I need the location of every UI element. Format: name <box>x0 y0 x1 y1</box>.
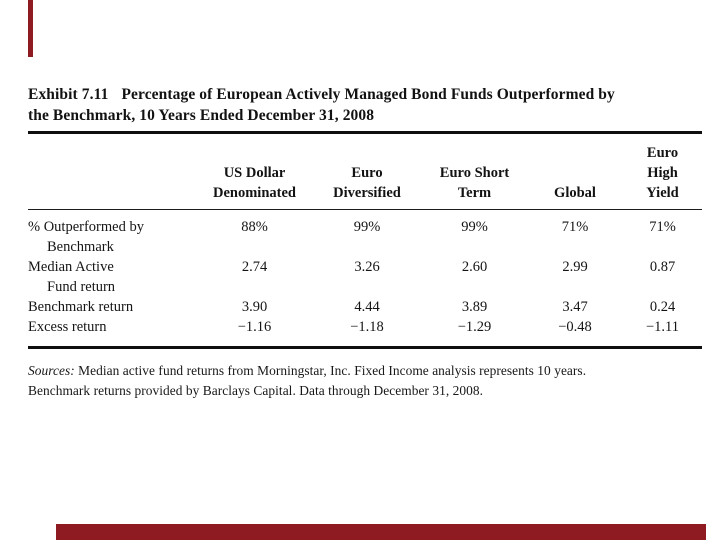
column-header-line: Yield <box>646 185 679 201</box>
sources-note: Sources: Median active fund returns from… <box>28 361 702 400</box>
cell-value: 88% <box>241 219 268 235</box>
row-label-excess-return: Excess return <box>28 319 107 335</box>
cell-value: 2.60 <box>461 259 488 275</box>
cell-value: 0.24 <box>649 299 676 315</box>
column-header-line: Global <box>554 185 596 201</box>
table-row-benchmark-return: Benchmark return 3.90 4.44 3.89 3.47 0.2… <box>28 297 702 317</box>
row-label-outperformed-by-benchmark: % Outperformed by Benchmark <box>28 219 144 255</box>
exhibit-title-line-1: Exhibit 7.11 Percentage of European Activ… <box>28 84 702 105</box>
exhibit-number: Exhibit 7.11 <box>28 86 109 103</box>
cell-value: 0.87 <box>649 259 676 275</box>
cell-value: −1.29 <box>457 319 492 335</box>
column-header-line: US Dollar <box>223 165 286 181</box>
header-row: US Dollar Denominated Euro Diversified E… <box>28 132 702 210</box>
row-label-median-active-fund-return: Median Active Fund return <box>28 259 116 295</box>
table-row-median-active: Median Active Fund return 2.74 3.26 2.60… <box>28 257 702 297</box>
column-header-line: Euro <box>646 145 679 161</box>
column-header-euro-diversified: Euro Diversified <box>312 132 422 210</box>
column-header-line: High <box>647 165 678 181</box>
row-label-benchmark-return: Benchmark return <box>28 299 134 315</box>
column-header-line: Diversified <box>333 185 401 201</box>
slide-accent-bottom-bar <box>56 524 706 540</box>
cell-value: 71% <box>649 219 676 235</box>
cell-value: 4.44 <box>354 299 380 315</box>
table-row-outperformed: % Outperformed by Benchmark 88% 99% 99% … <box>28 210 702 258</box>
exhibit-title: Exhibit 7.11 Percentage of European Activ… <box>28 84 702 126</box>
cell-value: 2.74 <box>241 259 268 275</box>
cell-value: 71% <box>561 219 589 235</box>
cell-value: 3.47 <box>562 299 588 315</box>
column-header-line: Euro <box>351 165 383 181</box>
column-header-us-dollar-denominated: US Dollar Denominated <box>197 132 312 210</box>
cell-value: 3.89 <box>461 299 488 315</box>
column-header-global: Global <box>527 132 623 210</box>
exhibit-scan: Exhibit 7.11 Percentage of European Activ… <box>28 84 702 400</box>
sources-line-1: Median active fund returns from Mornings… <box>78 363 587 378</box>
column-header-euro-high-yield: Euro High Yield <box>623 132 702 210</box>
sources-line-2: Benchmark returns provided by Barclays C… <box>28 382 484 398</box>
cell-value: −0.48 <box>558 319 592 335</box>
exhibit-table: US Dollar Denominated Euro Diversified E… <box>28 131 702 349</box>
cell-value: −1.18 <box>350 319 384 335</box>
column-header-line: Term <box>457 185 492 201</box>
cell-value: −1.11 <box>645 319 679 335</box>
cell-value: 2.99 <box>562 259 588 275</box>
exhibit-title-text: Percentage of European Actively Managed … <box>121 86 615 103</box>
column-header-euro-short-term: Euro Short Term <box>422 132 527 210</box>
sources-label: Sources: <box>28 363 75 378</box>
cell-value: 3.26 <box>354 259 380 275</box>
column-header-line: Denominated <box>213 185 296 201</box>
cell-value: 99% <box>353 219 381 235</box>
cell-value: −1.16 <box>237 319 272 335</box>
slide-accent-vertical-line <box>28 0 33 57</box>
column-header-line: Euro Short <box>439 165 510 181</box>
cell-value: 99% <box>461 219 488 235</box>
column-header-blank <box>28 132 197 210</box>
table-row-excess-return: Excess return −1.16 −1.18 −1.29 −0.48 −1… <box>28 317 702 348</box>
exhibit-title-line-2: the Benchmark, 10 Years Ended December 3… <box>28 107 375 124</box>
cell-value: 3.90 <box>241 299 268 315</box>
